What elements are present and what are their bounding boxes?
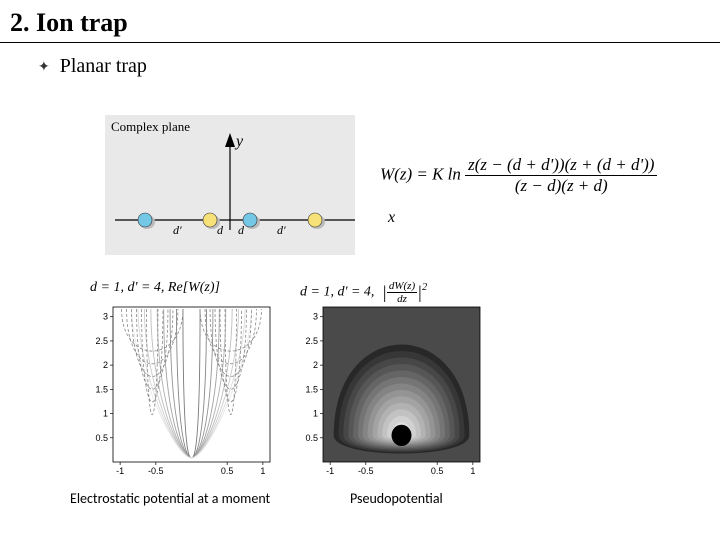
svg-text:1: 1 <box>103 409 108 419</box>
section-title: 2. Ion trap <box>0 0 720 43</box>
svg-text:2.5: 2.5 <box>305 336 318 346</box>
plot-electrostatic: 0.5 1 1.5 2 2.5 3 -1 -0.5 0.5 1 <box>85 302 275 482</box>
svg-text:-0.5: -0.5 <box>148 466 164 476</box>
svg-text:3: 3 <box>103 312 108 322</box>
svg-text:1: 1 <box>313 409 318 419</box>
caption-left: Electrostatic potential at a moment <box>70 490 270 507</box>
svg-text:0.5: 0.5 <box>305 433 318 443</box>
dim-label-0: d' <box>173 223 182 238</box>
svg-text:-0.5: -0.5 <box>358 466 374 476</box>
bullet-icon: ✦ <box>38 58 50 75</box>
plot-title-left: d = 1, d' = 4, Re[W(z)] <box>90 280 220 296</box>
svg-text:1.5: 1.5 <box>95 384 108 394</box>
subtitle: Planar trap <box>60 55 147 78</box>
subtitle-row: ✦ Planar trap <box>0 43 720 78</box>
formula-lhs: W(z) = K ln <box>380 164 461 183</box>
dim-label-2: d <box>238 223 244 238</box>
svg-text:2: 2 <box>103 360 108 370</box>
caption-right: Pseudopotential <box>350 490 443 507</box>
svg-text:0.5: 0.5 <box>431 466 444 476</box>
dim-label-1: d <box>217 223 223 238</box>
formula: W(z) = K ln z(z − (d + d'))(z + (d + d')… <box>380 155 657 196</box>
svg-text:1: 1 <box>260 466 265 476</box>
x-axis-label: x <box>388 209 395 227</box>
complex-plane-diagram: Complex plane y x d' d d d' <box>105 115 355 255</box>
svg-text:1: 1 <box>470 466 475 476</box>
plot-pseudopotential: 0.5 1 1.5 2 2.5 3 -1 -0.5 0.5 1 <box>295 302 485 482</box>
svg-text:0.5: 0.5 <box>95 433 108 443</box>
svg-text:-1: -1 <box>326 466 334 476</box>
svg-text:0.5: 0.5 <box>221 466 234 476</box>
svg-text:-1: -1 <box>116 466 124 476</box>
formula-den: (z − d)(z + d) <box>465 176 657 196</box>
y-axis-label: y <box>236 133 243 151</box>
complex-plane-svg <box>105 115 355 255</box>
dim-label-3: d' <box>277 223 286 238</box>
formula-num: z(z − (d + d'))(z + (d + d')) <box>465 155 657 176</box>
svg-text:3: 3 <box>313 312 318 322</box>
svg-text:2.5: 2.5 <box>95 336 108 346</box>
svg-text:2: 2 <box>313 360 318 370</box>
svg-text:1.5: 1.5 <box>305 384 318 394</box>
